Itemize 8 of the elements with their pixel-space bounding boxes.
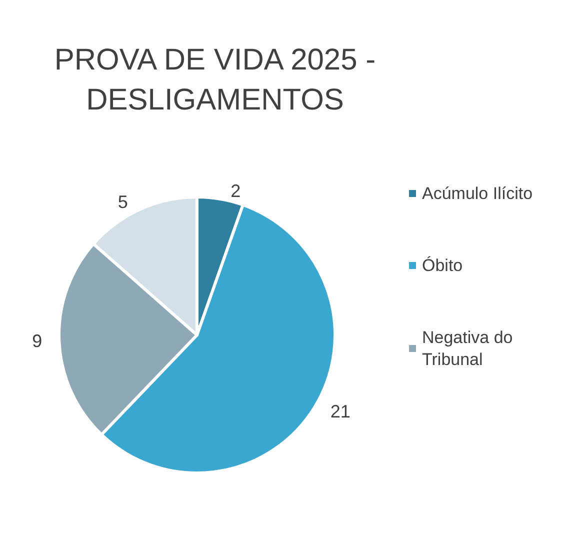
- data-label: 2: [230, 181, 241, 202]
- chart-title: PROVA DE VIDA 2025 - DESLIGAMENTOS: [54, 44, 376, 116]
- legend-label: Óbito: [422, 256, 463, 275]
- legend-label: Negativa do Tribunal: [422, 328, 518, 369]
- data-label: 5: [118, 192, 128, 212]
- data-label: 9: [32, 331, 42, 352]
- legend-label: Acúmulo Ilícito: [422, 184, 533, 203]
- data-label: 21: [330, 402, 350, 422]
